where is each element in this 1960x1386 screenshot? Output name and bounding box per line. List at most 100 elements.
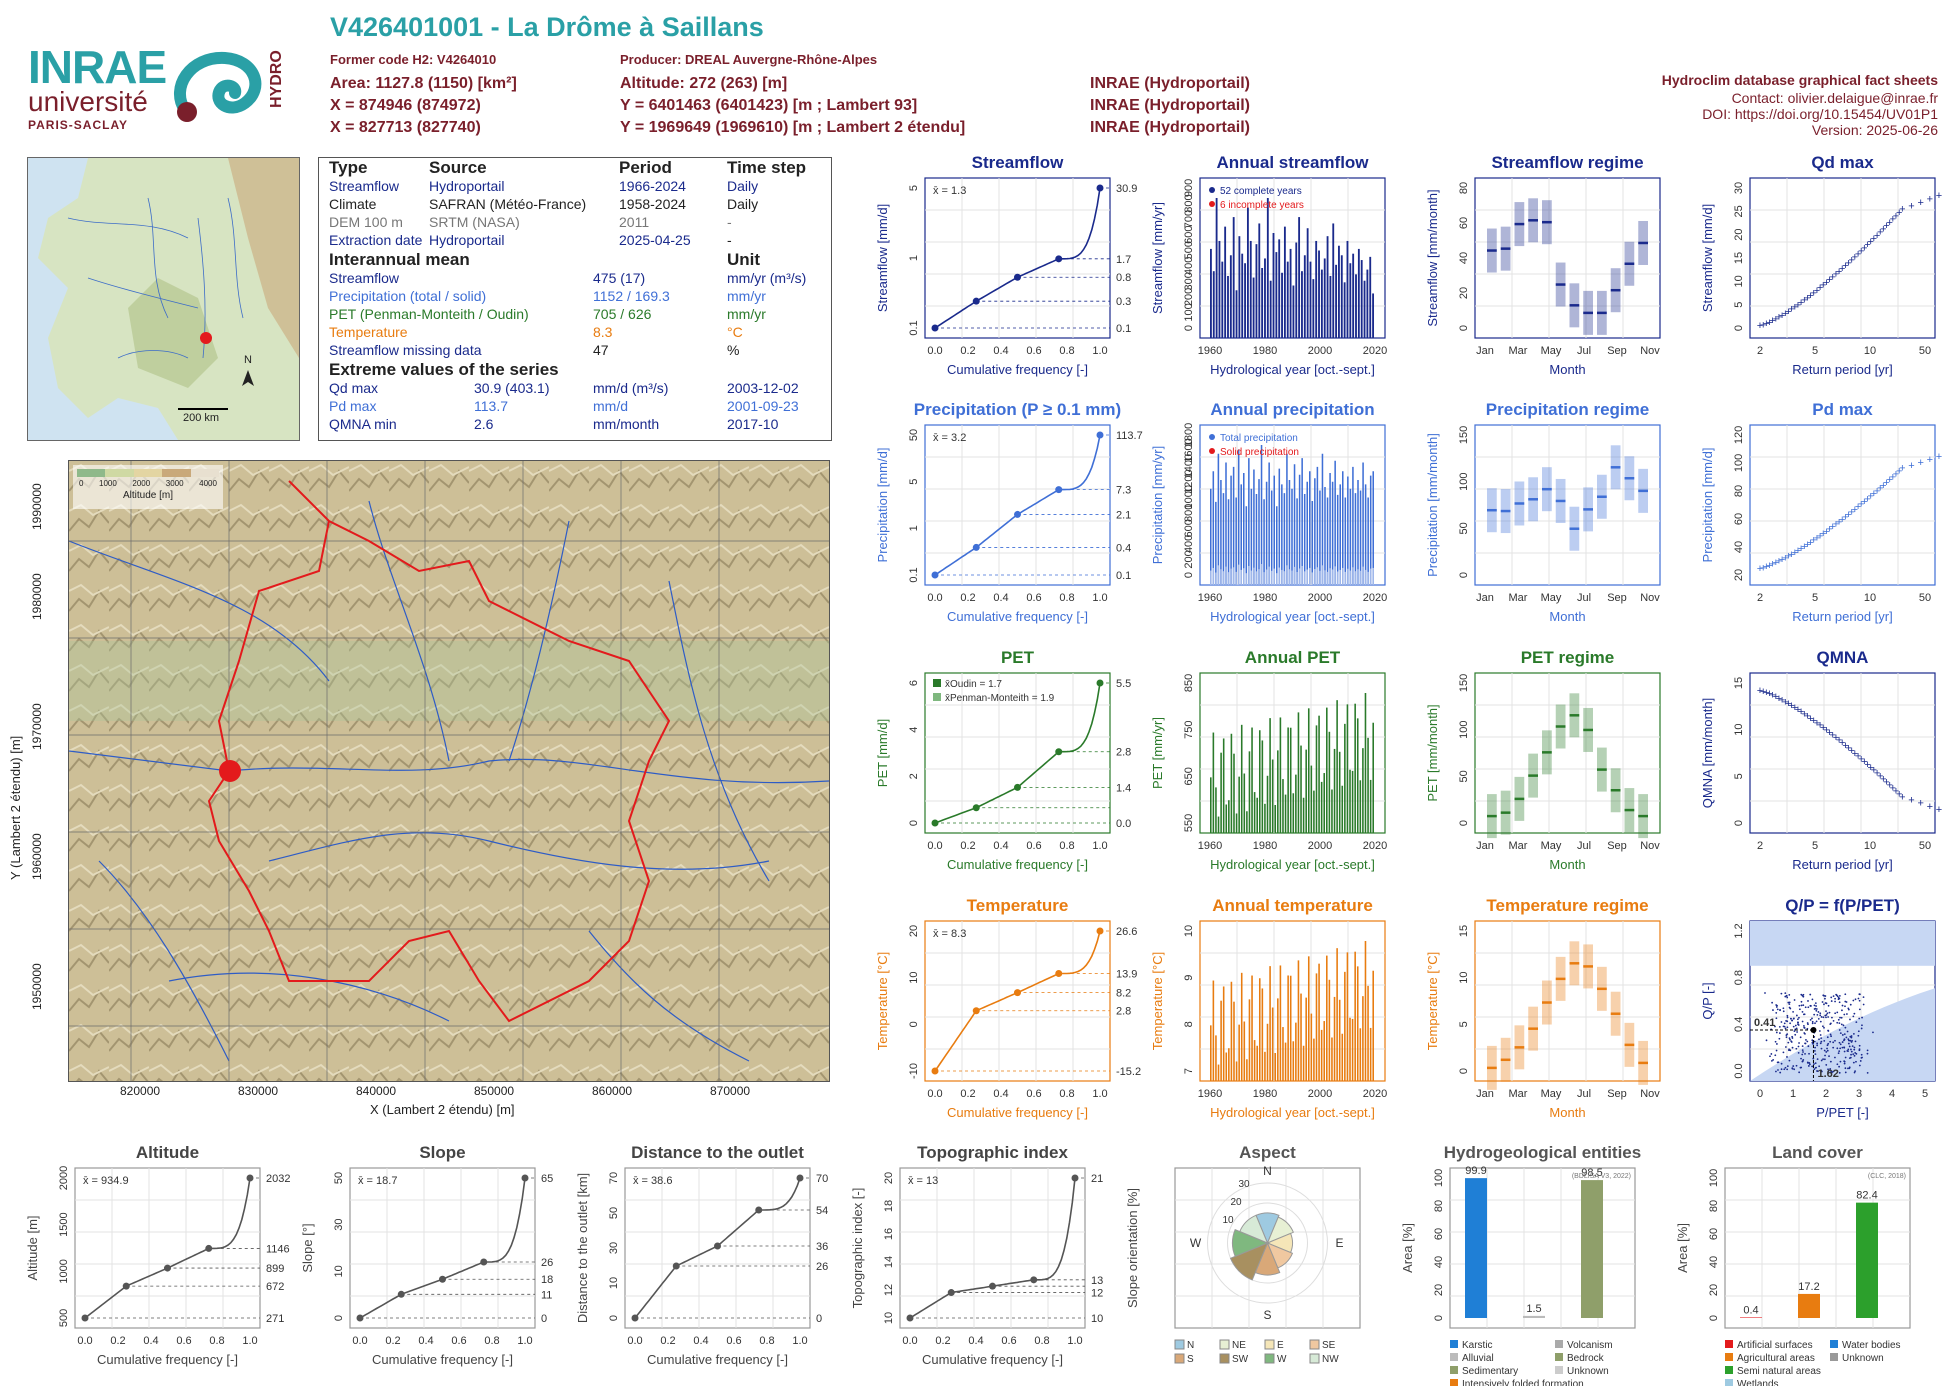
legend-swatch	[1219, 1339, 1230, 1350]
plot-frame	[1749, 424, 1936, 586]
annual-bar	[1240, 484, 1242, 585]
budyko-point	[1826, 1036, 1829, 1039]
annual-bar	[1359, 490, 1362, 585]
annual-bar	[1225, 804, 1228, 833]
annual-bar	[1295, 242, 1298, 338]
north-arrow-label: N	[244, 354, 252, 366]
quantile-point	[972, 804, 980, 812]
budyko-upper-zone	[1750, 921, 1935, 966]
annual_streamflow-chart: Annual streamflow Hydrological year [oct.…	[1150, 153, 1387, 377]
x-tick: 0.6	[176, 1335, 191, 1347]
budyko-point	[1855, 1060, 1857, 1063]
inrae-logo: INRAE	[28, 41, 167, 93]
annual-bar	[1372, 471, 1374, 585]
category-bar	[1581, 1180, 1603, 1318]
budyko-point	[1820, 1016, 1823, 1018]
annual-bar	[1338, 999, 1341, 1081]
annual-bar	[1314, 478, 1316, 585]
budyko-point	[1862, 1003, 1865, 1006]
return-point: +	[1769, 315, 1775, 327]
annual-bar	[1258, 730, 1261, 833]
return-point: +	[1788, 549, 1794, 561]
quantile-label: 672	[266, 1281, 284, 1293]
plot-frame	[1474, 424, 1661, 586]
annual-bar	[1355, 274, 1357, 338]
return-point: +	[1849, 506, 1855, 518]
x-tick: 2	[1757, 592, 1763, 604]
return-point: +	[1811, 287, 1817, 299]
x-tick: Jul	[1577, 592, 1591, 604]
mean-unit: mm/yr	[727, 306, 766, 322]
annual-bar	[1286, 453, 1288, 585]
budyko-point	[1815, 1009, 1818, 1012]
budyko-point	[1798, 1016, 1800, 1019]
budyko-point	[1797, 1045, 1800, 1048]
category-bar	[1740, 1317, 1762, 1318]
category-bar	[1798, 1293, 1820, 1318]
annual-bar	[1261, 740, 1264, 833]
annual-bar	[1233, 753, 1235, 833]
x-tick: Sep	[1607, 592, 1627, 604]
annual-bar	[1235, 813, 1238, 833]
budyko-point	[1843, 1039, 1845, 1042]
src-type: Extraction date	[329, 232, 423, 248]
budyko-point	[1780, 1021, 1783, 1023]
budyko-point	[1841, 1046, 1844, 1049]
budyko-point	[1850, 1035, 1853, 1037]
return-point: +	[1852, 251, 1858, 263]
y-tick: 9	[1183, 975, 1195, 981]
y-tick: 1	[908, 525, 920, 531]
y-tick: 5	[908, 479, 920, 485]
budyko-point	[1846, 1050, 1849, 1052]
return-point: +	[1773, 691, 1779, 703]
map-xtick: 850000	[474, 1084, 515, 1098]
precip_regime-chart: Precipitation regime Month Precipitation […	[1425, 400, 1661, 624]
annual-bar	[1349, 263, 1352, 338]
annual-bar	[1318, 715, 1320, 833]
annual_temp-chart: Annual temperature Hydrological year [oct…	[1150, 896, 1387, 1120]
budyko-point	[1786, 996, 1789, 999]
quantile-label: 2.8	[1116, 1006, 1131, 1018]
budyko-point	[1847, 1048, 1850, 1051]
budyko-point	[1807, 1062, 1809, 1064]
annual-bar	[1369, 475, 1372, 585]
return-point: +	[1779, 694, 1785, 706]
annual-bar	[1228, 1048, 1230, 1081]
annual-bar-solid	[1212, 567, 1215, 585]
return-point: +	[1842, 740, 1848, 752]
legend-swatch	[933, 693, 941, 701]
x-tick: Jan	[1476, 1088, 1494, 1100]
x-tick: Sep	[1607, 840, 1627, 852]
source-3: INRAE (Hydroportail)	[1090, 119, 1250, 136]
annual-bar-solid	[1263, 572, 1265, 585]
return-point: +	[1795, 299, 1801, 311]
annual-bar	[1312, 279, 1315, 338]
return-point: +	[1852, 504, 1858, 516]
budyko-point	[1811, 1065, 1814, 1068]
budyko-point	[1790, 1040, 1793, 1043]
annual-bar	[1357, 480, 1359, 585]
return-point: +	[1814, 717, 1820, 729]
budyko-point	[1845, 1001, 1848, 1003]
quantile-label: 12	[1091, 1288, 1103, 1300]
legend-swatch	[933, 679, 941, 687]
return-point: +	[1779, 554, 1785, 566]
y-tick: -10	[908, 1063, 920, 1079]
annual-bar-solid	[1253, 567, 1255, 585]
annual-bar	[1354, 493, 1357, 585]
return-point: +	[1820, 528, 1826, 540]
annual-bar	[1240, 724, 1243, 833]
chart-title: Temperature	[967, 896, 1069, 915]
budyko-point	[1802, 995, 1805, 998]
budyko-point	[1765, 1039, 1768, 1042]
budyko-point	[1843, 1060, 1846, 1063]
aspect-sector	[1266, 1216, 1295, 1244]
y-tick: 1600	[1183, 438, 1195, 462]
y-tick: 10	[908, 972, 920, 984]
x-tick: May	[1541, 1088, 1562, 1100]
return-point: +	[1792, 302, 1798, 314]
annual-bar-solid	[1372, 567, 1374, 585]
annual-bar	[1249, 240, 1252, 338]
x-axis-label: Cumulative frequency [-]	[947, 609, 1088, 624]
return-point: +	[1871, 233, 1877, 245]
